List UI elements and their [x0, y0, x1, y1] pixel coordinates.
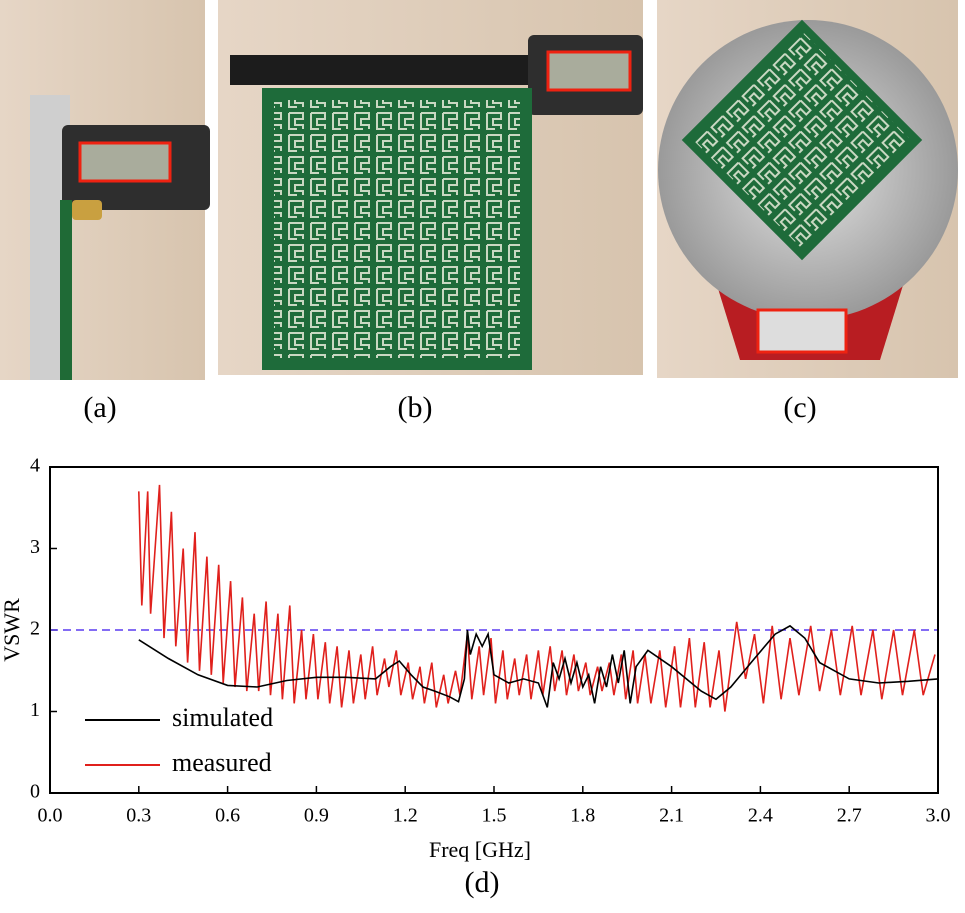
- photo-a: [0, 0, 210, 380]
- x-tick-label: 2.1: [659, 805, 684, 827]
- legend-label: measured: [172, 748, 272, 777]
- panel-labels: (a) (b) (c) (d): [83, 391, 816, 899]
- y-tick-label: 3: [30, 536, 40, 558]
- panel-label: (c): [783, 391, 816, 424]
- x-tick-label: 0.9: [304, 805, 329, 827]
- x-tick-label: 3.0: [926, 805, 951, 827]
- x-tick-label: 1.8: [570, 805, 595, 827]
- x-tick-label: 0.6: [215, 805, 240, 827]
- x-tick-label: 1.5: [482, 805, 507, 827]
- panel-label: (b): [398, 391, 433, 424]
- photo-c: [657, 0, 958, 378]
- y-tick-label: 4: [30, 455, 40, 477]
- x-tick-label: 2.4: [748, 805, 773, 827]
- photo-b: [218, 0, 643, 375]
- x-tick-label: 0.0: [38, 805, 63, 827]
- x-tick-label: 0.3: [126, 805, 151, 827]
- y-tick-label: 0: [30, 781, 40, 803]
- series-line: [138, 624, 939, 708]
- y-tick-label: 1: [30, 699, 40, 721]
- series-line: [138, 484, 936, 712]
- panel-label: (a): [83, 391, 116, 424]
- y-tick-label: 2: [30, 618, 40, 640]
- plot-frame: [49, 466, 939, 794]
- x-tick-label: 1.2: [393, 805, 418, 827]
- x-tick-label: 2.7: [837, 805, 862, 827]
- x-axis-label: Freq [GHz]: [429, 837, 531, 862]
- legend-label: simulated: [172, 703, 273, 732]
- y-axis-label: VSWR: [0, 598, 24, 662]
- panel-label: (d): [465, 866, 500, 899]
